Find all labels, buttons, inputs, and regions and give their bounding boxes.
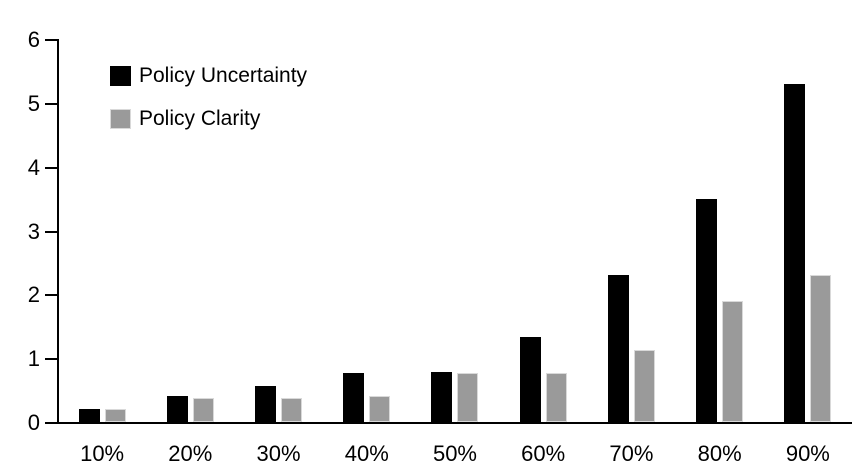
- bar-policy-clarity-30: [281, 398, 303, 422]
- x-axis-label-30: 30%: [256, 441, 301, 466]
- bar-policy-uncertainty-70: [607, 275, 629, 422]
- x-axis-label-70: 70%: [609, 441, 654, 466]
- y-tick-label-2: 2: [27, 282, 40, 308]
- y-tick-label-6: 6: [27, 27, 40, 52]
- bar-group-30: [234, 39, 322, 422]
- y-tick-label-3: 3: [27, 218, 40, 244]
- bar-policy-uncertainty-40: [343, 373, 365, 422]
- x-axis-label-60: 60%: [521, 441, 566, 466]
- legend-label-policy-uncertainty: Policy Uncertainty: [139, 64, 308, 87]
- y-tick-0: [45, 422, 59, 424]
- bar-policy-clarity-20: [192, 398, 214, 422]
- bar-group-70: [587, 39, 675, 422]
- bar-policy-clarity-90: [810, 275, 832, 422]
- y-tick-label-0: 0: [27, 410, 40, 435]
- x-axis-label-40: 40%: [344, 441, 389, 466]
- legend-swatch-policy-clarity: [110, 109, 131, 129]
- bar-group-50: [411, 39, 499, 422]
- legend: Policy Uncertainty Policy Clarity: [110, 64, 308, 151]
- x-axis-labels: 10% 20% 30% 40% 50% 60% 70% 80% 90%: [58, 441, 852, 467]
- legend-swatch-policy-uncertainty: [110, 66, 131, 86]
- bar-policy-clarity-40: [369, 396, 391, 422]
- bar-group-40: [323, 39, 411, 422]
- bar-policy-uncertainty-50: [431, 372, 453, 422]
- y-tick-2: [45, 294, 59, 297]
- bar-policy-uncertainty-60: [519, 337, 541, 422]
- x-axis-label-80: 80%: [697, 441, 742, 466]
- legend-item-policy-clarity: Policy Clarity: [110, 107, 307, 130]
- legend-item-policy-uncertainty: Policy Uncertainty: [110, 64, 308, 87]
- x-axis-label-10: 10%: [80, 441, 125, 466]
- y-tick-label-1: 1: [27, 346, 40, 372]
- bar-group-60: [499, 39, 587, 422]
- bar-policy-clarity-50: [457, 373, 479, 422]
- x-axis-line: [57, 422, 852, 424]
- bar-policy-uncertainty-90: [784, 84, 806, 422]
- x-axis-label-90: 90%: [785, 441, 830, 466]
- bar-group-80: [676, 39, 764, 422]
- y-tick-label-5: 5: [27, 90, 40, 116]
- bar-policy-clarity-10: [104, 409, 126, 422]
- bar-policy-clarity-80: [722, 301, 744, 422]
- bar-policy-clarity-60: [545, 373, 567, 422]
- y-tick-6: [45, 39, 59, 41]
- x-axis-label-50: 50%: [432, 441, 477, 466]
- y-tick-5: [45, 102, 59, 105]
- y-tick-3: [45, 230, 59, 233]
- x-axis-label-20: 20%: [168, 441, 213, 466]
- bar-group-20: [146, 39, 234, 422]
- bar-group-90: [764, 39, 852, 422]
- y-tick-4: [45, 166, 59, 169]
- bar-policy-uncertainty-20: [166, 396, 188, 422]
- y-tick-1: [45, 358, 59, 361]
- legend-label-policy-clarity: Policy Clarity: [139, 107, 261, 130]
- bar-group-10: [58, 39, 146, 422]
- plot-area: [58, 39, 852, 422]
- y-tick-label-4: 4: [27, 154, 40, 180]
- bar-policy-uncertainty-30: [255, 386, 277, 422]
- bar-policy-uncertainty-10: [78, 409, 100, 422]
- bar-policy-uncertainty-80: [696, 199, 718, 422]
- bar-policy-clarity-70: [633, 350, 655, 422]
